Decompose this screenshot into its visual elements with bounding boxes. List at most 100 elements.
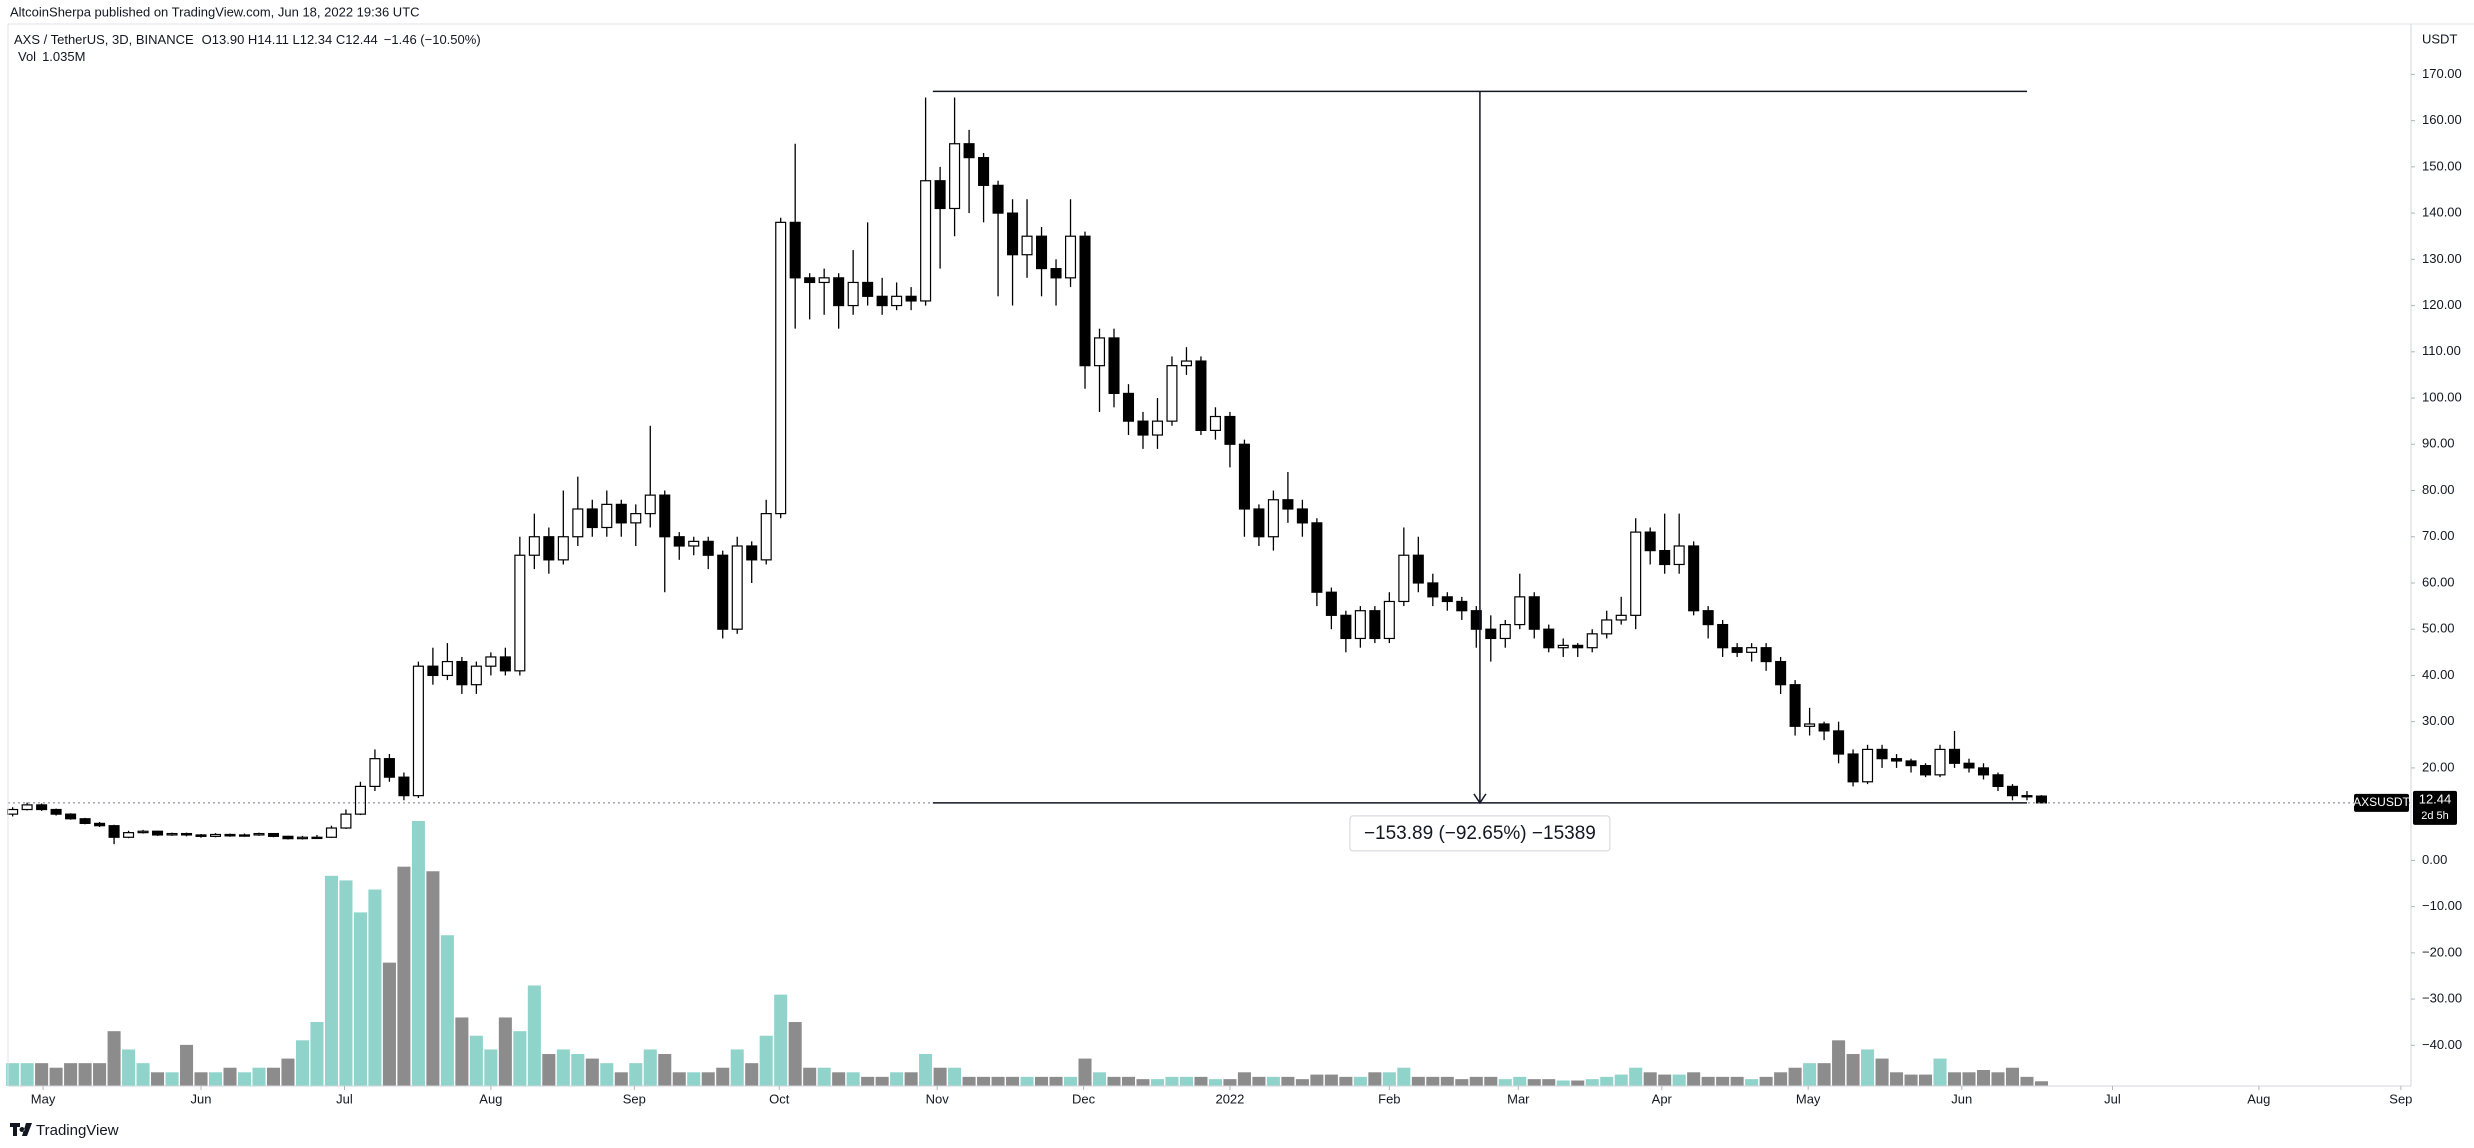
volume-name: Vol xyxy=(18,49,36,64)
candle-body xyxy=(1093,337,1106,367)
volume-bar xyxy=(1629,1067,1643,1086)
symbol-tag-box xyxy=(2354,793,2409,812)
volume-bar xyxy=(1165,1076,1179,1086)
candle-body xyxy=(1180,360,1192,367)
candle-body xyxy=(1151,420,1164,436)
volume-bar xyxy=(875,1076,889,1086)
candle-body xyxy=(209,833,222,837)
candle-body xyxy=(1818,723,1830,732)
candle-body xyxy=(1195,360,1207,431)
candle-body xyxy=(398,776,410,797)
volume-bar xyxy=(1353,1076,1367,1086)
candle-body xyxy=(123,832,135,838)
y-tick-label: −10.00 xyxy=(2422,898,2462,913)
candle-body xyxy=(412,665,424,797)
candle-body xyxy=(36,804,48,811)
volume-bar xyxy=(1991,1072,2005,1086)
candle-body xyxy=(514,554,526,672)
volume-bar xyxy=(1614,1074,1628,1086)
candle-body xyxy=(2035,795,2047,804)
volume-bar xyxy=(208,1072,223,1086)
volume-bar xyxy=(1455,1079,1469,1086)
volume-bar xyxy=(1469,1076,1483,1086)
candle-body xyxy=(731,545,743,630)
volume-bar xyxy=(846,1072,860,1086)
volume-bar xyxy=(1817,1063,1831,1086)
candle-body xyxy=(354,785,366,815)
volume-bar xyxy=(1339,1076,1353,1086)
volume-bar xyxy=(658,1054,672,1086)
axis-unit: USDT xyxy=(2422,31,2457,46)
candle-body xyxy=(1963,762,1975,769)
x-tick-label: May xyxy=(1796,1091,1821,1106)
volume-bar xyxy=(1745,1079,1759,1086)
y-tick-label: −20.00 xyxy=(2422,944,2462,959)
candle-body xyxy=(2021,795,2033,798)
volume-bar xyxy=(295,1040,309,1086)
volume-bar xyxy=(1701,1076,1715,1086)
candle-body xyxy=(528,536,540,556)
candle-body xyxy=(673,536,685,547)
volume-bar xyxy=(1716,1076,1730,1086)
volume-bar xyxy=(93,1063,107,1086)
volume-bar xyxy=(687,1072,701,1086)
candle-body xyxy=(804,277,816,284)
candle-body xyxy=(1760,647,1772,663)
candle-body xyxy=(50,808,62,815)
candle-body xyxy=(1340,614,1352,640)
volume-bar xyxy=(310,1022,324,1086)
x-tick-label: Feb xyxy=(1378,1091,1400,1106)
y-tick-label: 20.00 xyxy=(2422,759,2455,774)
x-tick-label: Jun xyxy=(1951,1091,1972,1106)
volume-bar xyxy=(1542,1079,1556,1086)
y-tick-label: −40.00 xyxy=(2422,1037,2462,1052)
volume-bar xyxy=(1687,1072,1701,1086)
volume-bar xyxy=(1976,1070,1991,1086)
volume-bar xyxy=(1730,1076,1744,1086)
candle-body xyxy=(1470,610,1482,630)
volume-bar xyxy=(1498,1079,1512,1086)
volume-bar xyxy=(672,1072,686,1086)
volume-bar xyxy=(1310,1074,1324,1086)
volume-bar xyxy=(1121,1076,1136,1086)
candle-body xyxy=(21,804,33,811)
candle-body xyxy=(1325,591,1337,616)
volume-bar xyxy=(1788,1067,1802,1086)
candle-body xyxy=(1615,614,1627,621)
volume-bar xyxy=(1846,1054,1860,1086)
candle-body xyxy=(1862,748,1874,783)
candle-body xyxy=(978,157,990,186)
volume-bar xyxy=(455,1017,469,1086)
candle-body xyxy=(1383,600,1395,640)
candle-body xyxy=(267,832,280,837)
last-price-box xyxy=(2413,790,2457,825)
volume-bar xyxy=(1136,1079,1150,1086)
candle-body xyxy=(760,513,772,561)
volume-bar xyxy=(252,1067,266,1086)
candle-body xyxy=(862,281,874,297)
volume-bar xyxy=(1774,1072,1788,1086)
plot-area: −153.89 (−92.65%) −15389 xyxy=(6,90,2411,1086)
volume-bar xyxy=(397,866,411,1086)
candle-body xyxy=(876,295,888,307)
candle-body xyxy=(1064,235,1077,279)
candle-body xyxy=(1412,554,1424,584)
volume-bar xyxy=(1962,1072,1976,1086)
candle-body xyxy=(1267,499,1279,538)
volume-bar xyxy=(223,1067,237,1086)
volume-bar xyxy=(1426,1076,1440,1086)
candle-body xyxy=(557,536,569,561)
candle-body xyxy=(224,833,236,837)
candle-body xyxy=(1644,531,1656,552)
candle-body xyxy=(1833,730,1845,755)
volume-bar xyxy=(1020,1076,1034,1086)
candle-body xyxy=(644,494,656,515)
publish-note: AltcoinSherpa published on TradingView.c… xyxy=(10,4,420,19)
volume-bar xyxy=(1324,1074,1338,1086)
x-tick-label: Aug xyxy=(2247,1091,2270,1106)
candle-body xyxy=(1876,748,1888,760)
candle-body xyxy=(1920,764,1932,776)
y-tick-label: 60.00 xyxy=(2422,574,2455,589)
x-tick-label: Aug xyxy=(479,1091,502,1106)
candle-body xyxy=(586,508,598,529)
